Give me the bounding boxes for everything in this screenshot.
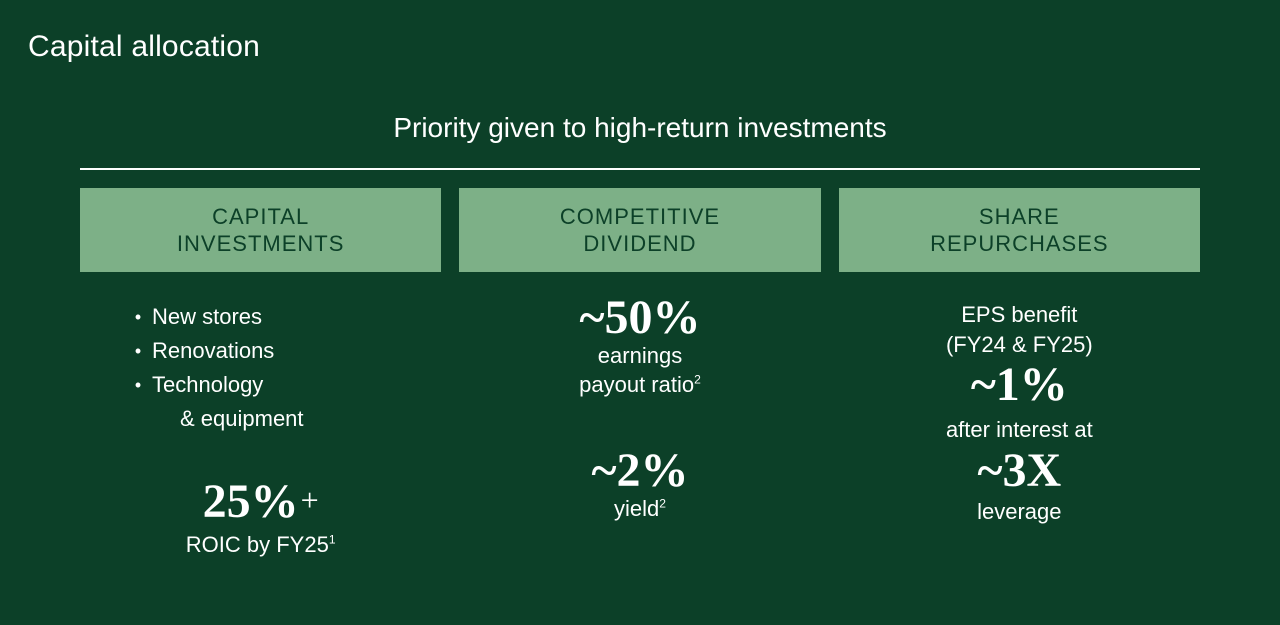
capital-bullet-list: New stores Renovations Technology & equi… [124,300,304,436]
metric-label-text: ROIC by FY25 [186,532,329,557]
divider [80,168,1200,170]
column-header-repurchases: SHARE REPURCHASES [839,188,1200,272]
repurchases-line2: (FY24 & FY25) [946,330,1093,360]
list-item: Technology [124,368,304,402]
repurchases-line4: leverage [946,497,1093,527]
repurchases-value1: ~1% [946,361,1093,409]
repurchases-line1: EPS benefit [946,300,1093,330]
metric-number: 25% [203,475,299,528]
list-item: New stores [124,300,304,334]
subtitle: Priority given to high-return investment… [80,112,1200,158]
dividend-yield-value: ~2% [592,447,689,495]
dividend-payout-label2: payout ratio2 [579,371,701,400]
label-text: yield [614,496,659,521]
repurchases-line3: after interest at [946,415,1093,445]
list-item: Renovations [124,334,304,368]
dividend-yield-label: yield2 [592,495,689,524]
dividend-payout-value: ~50% [579,294,701,342]
footnote-marker: 2 [659,497,666,511]
footnote-marker: 1 [329,533,336,547]
columns-container: CAPITAL INVESTMENTS New stores Renovatio… [80,188,1200,558]
dividend-yield-metric: ~2% yield2 [592,447,689,524]
column-header-capital: CAPITAL INVESTMENTS [80,188,441,272]
list-item-wrap: & equipment [124,402,304,436]
metric-suffix: + [301,482,319,518]
capital-metric: 25%+ ROIC by FY251 [186,478,336,558]
label-text: payout ratio [579,372,694,397]
capital-metric-label: ROIC by FY251 [186,532,336,558]
repurchases-metric: EPS benefit (FY24 & FY25) ~1% after inte… [946,300,1093,527]
column-share-repurchases: SHARE REPURCHASES EPS benefit (FY24 & FY… [839,188,1200,558]
page-title: Capital allocation [28,30,1240,64]
capital-metric-value: 25%+ [186,478,336,526]
dividend-payout-label1: earnings [579,342,701,371]
repurchases-value2: ~3X [946,447,1093,495]
dividend-payout-metric: ~50% earnings payout ratio2 [579,294,701,399]
footnote-marker: 2 [694,372,701,386]
column-capital-investments: CAPITAL INVESTMENTS New stores Renovatio… [80,188,441,558]
column-competitive-dividend: COMPETITIVE DIVIDEND ~50% earnings payou… [459,188,820,558]
column-header-dividend: COMPETITIVE DIVIDEND [459,188,820,272]
